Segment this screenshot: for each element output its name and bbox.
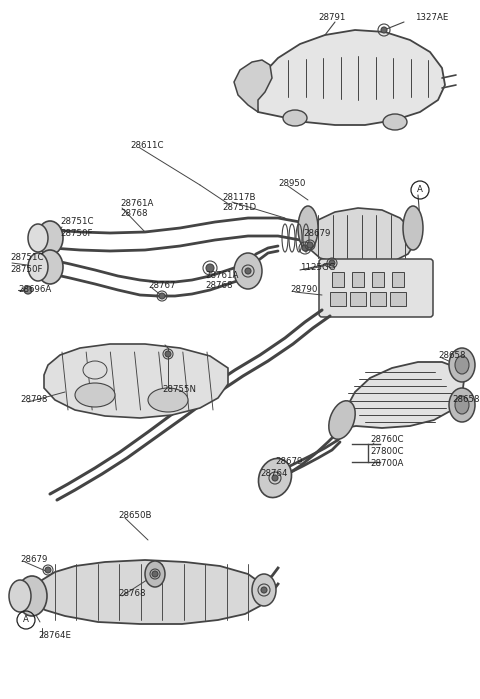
- Text: 28764E: 28764E: [38, 630, 71, 640]
- Bar: [390, 292, 406, 306]
- Ellipse shape: [17, 576, 47, 616]
- Text: 28950: 28950: [278, 178, 305, 187]
- Text: 27800C: 27800C: [370, 447, 404, 456]
- Text: 1125GG: 1125GG: [300, 264, 336, 273]
- Circle shape: [329, 260, 335, 266]
- Ellipse shape: [28, 224, 48, 252]
- Text: 28751C: 28751C: [10, 254, 44, 263]
- Text: 28751C: 28751C: [60, 217, 94, 226]
- Polygon shape: [255, 30, 445, 125]
- FancyBboxPatch shape: [319, 259, 433, 317]
- Text: 28750F: 28750F: [60, 229, 93, 238]
- Text: 28679: 28679: [303, 229, 330, 238]
- Ellipse shape: [37, 221, 63, 255]
- Text: 28764: 28764: [260, 470, 288, 479]
- Ellipse shape: [403, 206, 423, 250]
- Circle shape: [152, 571, 158, 577]
- Text: A: A: [417, 185, 423, 194]
- Ellipse shape: [449, 388, 475, 422]
- Bar: [392, 272, 404, 287]
- Text: 28679: 28679: [20, 556, 48, 565]
- Ellipse shape: [145, 561, 165, 587]
- Circle shape: [165, 351, 171, 357]
- Circle shape: [206, 264, 214, 272]
- Circle shape: [24, 286, 32, 294]
- Ellipse shape: [259, 459, 291, 498]
- Ellipse shape: [449, 348, 475, 382]
- Ellipse shape: [75, 383, 115, 407]
- Ellipse shape: [234, 253, 262, 289]
- Circle shape: [307, 242, 313, 248]
- Text: 28761A: 28761A: [120, 199, 154, 208]
- Circle shape: [159, 293, 165, 299]
- Ellipse shape: [329, 401, 355, 439]
- Text: 28760C: 28760C: [370, 435, 404, 445]
- Bar: [370, 292, 386, 306]
- Text: 28767: 28767: [148, 280, 176, 289]
- Text: 28700A: 28700A: [370, 459, 403, 468]
- Bar: [372, 272, 384, 287]
- Ellipse shape: [283, 110, 307, 126]
- Text: 28768: 28768: [120, 210, 147, 219]
- Ellipse shape: [148, 388, 188, 412]
- Text: 28790: 28790: [290, 285, 317, 294]
- Ellipse shape: [9, 580, 31, 612]
- Text: 28751D: 28751D: [222, 203, 256, 212]
- Ellipse shape: [28, 253, 48, 281]
- Circle shape: [381, 27, 387, 33]
- Text: 28750F: 28750F: [10, 264, 43, 273]
- Text: 28679: 28679: [275, 458, 302, 466]
- Text: 28611C: 28611C: [130, 140, 164, 150]
- Text: 28755N: 28755N: [162, 386, 196, 394]
- Ellipse shape: [455, 396, 469, 414]
- Circle shape: [245, 268, 251, 274]
- Polygon shape: [332, 362, 464, 430]
- Bar: [332, 272, 344, 287]
- Text: 28798: 28798: [20, 396, 48, 405]
- Polygon shape: [44, 344, 228, 418]
- Ellipse shape: [298, 206, 318, 250]
- Text: 1327AE: 1327AE: [415, 13, 448, 22]
- Circle shape: [272, 475, 278, 481]
- Text: 28650B: 28650B: [118, 512, 152, 521]
- Text: 28696A: 28696A: [18, 285, 51, 294]
- Ellipse shape: [37, 250, 63, 284]
- Polygon shape: [234, 60, 272, 112]
- Bar: [330, 292, 346, 306]
- Ellipse shape: [383, 114, 407, 130]
- Circle shape: [261, 587, 267, 593]
- Bar: [350, 292, 366, 306]
- Ellipse shape: [83, 361, 107, 379]
- Polygon shape: [305, 208, 415, 266]
- Text: 28658: 28658: [452, 396, 480, 405]
- Text: 28658: 28658: [438, 350, 466, 359]
- Ellipse shape: [455, 356, 469, 374]
- Text: A: A: [23, 616, 29, 624]
- Text: 28117B: 28117B: [222, 192, 255, 201]
- Ellipse shape: [252, 574, 276, 606]
- Text: 28768: 28768: [205, 282, 232, 291]
- Circle shape: [302, 245, 308, 251]
- Text: 28768: 28768: [118, 589, 145, 598]
- Bar: [352, 272, 364, 287]
- Text: 28791: 28791: [318, 13, 346, 22]
- Text: 28761A: 28761A: [205, 271, 239, 280]
- Polygon shape: [32, 560, 265, 624]
- Circle shape: [45, 567, 51, 573]
